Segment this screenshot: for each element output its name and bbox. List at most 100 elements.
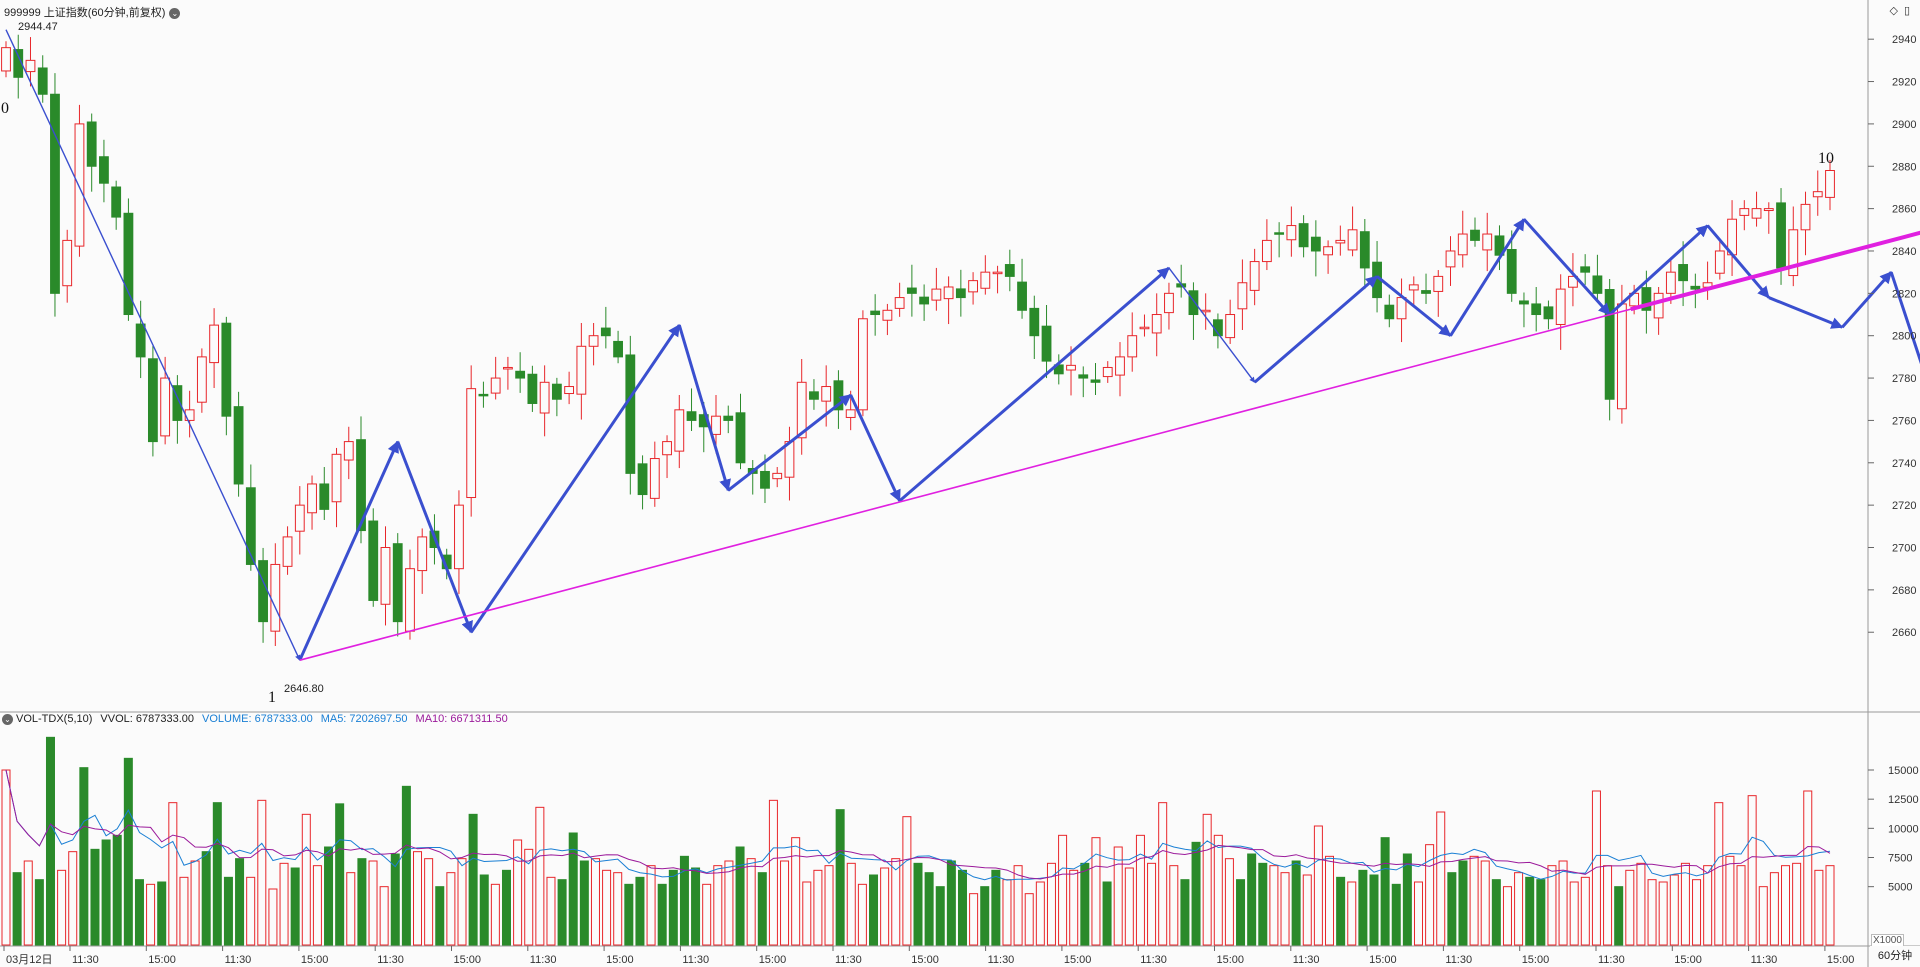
volume-bar-down — [1402, 853, 1412, 946]
panel-icon[interactable]: ▯ — [1903, 5, 1910, 17]
wave-arrow — [727, 393, 852, 492]
candle-up — [454, 504, 464, 570]
candle-down — [1470, 229, 1480, 241]
volume-header: ⌄ VOL-TDX(5,10) VVOL: 6787333.00 VOLUME: 67… — [2, 713, 516, 725]
time-tick-label: 15:00 — [454, 954, 482, 966]
volume-bar-down — [1291, 860, 1301, 946]
candles-layer — [1, 34, 1835, 646]
volume-bar-up — [1091, 837, 1101, 946]
candle-up — [931, 288, 942, 301]
volume-bar-up — [713, 865, 723, 946]
volume-bar-up — [1313, 825, 1323, 946]
time-tick-label: 11:30 — [1751, 954, 1778, 966]
volume-bar-down — [223, 876, 233, 946]
chevron-down-icon[interactable]: ⌄ — [2, 713, 13, 725]
volume-bar-up — [1013, 865, 1023, 946]
volume-bar-down — [90, 848, 100, 946]
volume-bar-down — [980, 886, 990, 946]
price-tick-label: 2880 — [1892, 161, 1916, 173]
candle-down — [906, 287, 917, 294]
volume-bar-down — [34, 879, 44, 946]
volume-bar-up — [1747, 795, 1757, 946]
time-tick-label: 11:30 — [377, 954, 404, 966]
diamond-icon[interactable]: ◇ — [1889, 5, 1898, 17]
candle-up — [184, 409, 195, 421]
candle-down — [1029, 307, 1040, 337]
volume-bar-up — [1603, 865, 1613, 946]
candle-down — [625, 354, 636, 474]
volume-bar-down — [1247, 853, 1257, 946]
volume-bar-down — [101, 839, 111, 946]
candle-down — [1188, 290, 1199, 316]
wave-arrow — [396, 441, 473, 634]
volume-bar-up — [1714, 802, 1724, 946]
volume-bar-up — [1636, 862, 1646, 946]
volume-tick-label: 15000 — [1888, 765, 1919, 777]
price-tick-label: 2760 — [1892, 415, 1916, 427]
volume-bar-up — [969, 893, 979, 946]
candle-down — [1776, 202, 1786, 269]
price-tick-label: 2680 — [1892, 585, 1916, 597]
candle-up — [1751, 208, 1762, 219]
candle-up — [1568, 275, 1578, 288]
price-tick-label: 2780 — [1892, 373, 1916, 385]
candle-down — [1384, 304, 1395, 320]
candle-up — [845, 409, 856, 418]
candle-up — [980, 271, 991, 289]
volume-bar-up — [1436, 811, 1446, 946]
ma5-value: MA5: 7202697.50 — [320, 713, 408, 725]
volume-bar-down — [157, 881, 167, 946]
volume-bar-up — [168, 802, 178, 946]
candle-up — [1714, 250, 1725, 274]
volume-bar-down — [1458, 860, 1468, 946]
volume-bar-up — [1224, 858, 1234, 946]
volume-layer — [1, 736, 1835, 946]
candle-up — [1445, 250, 1456, 268]
volume-bar-up — [1269, 865, 1279, 946]
candle-down — [1641, 287, 1652, 311]
volume-bar-down — [1447, 872, 1457, 946]
volume-tick-label: 5000 — [1888, 882, 1912, 894]
volume-bar-up — [424, 858, 434, 946]
volume-bar-up — [1591, 790, 1601, 946]
candle-up — [821, 386, 832, 402]
volume-bar-down — [212, 802, 222, 946]
volume-bar-down — [201, 851, 211, 946]
candle-down — [919, 296, 930, 305]
candle-up — [1800, 203, 1811, 231]
volume-bar-down — [1380, 837, 1390, 946]
candle-up — [858, 318, 868, 411]
volume-bar-up — [146, 883, 156, 946]
volume-bar-up — [1736, 865, 1746, 946]
ma10-line — [5, 769, 1831, 880]
period-label[interactable]: 60分钟 — [1870, 946, 1920, 966]
candle-up — [1396, 297, 1407, 320]
volume-bar-up — [1124, 867, 1134, 946]
candle-down — [123, 212, 134, 316]
volume-bar-down — [635, 876, 645, 946]
volume-bar-up — [891, 858, 901, 946]
volume-bar-down — [1614, 886, 1624, 946]
candle-up — [674, 409, 685, 452]
wave-layer — [5, 29, 1920, 661]
volume-bar-down — [624, 883, 634, 946]
volume-bar-down — [579, 860, 589, 946]
candle-up — [209, 324, 220, 364]
candle-up — [25, 59, 36, 73]
price-tick-label: 2700 — [1892, 543, 1916, 555]
volume-bar-up — [312, 865, 322, 946]
volume-bar-up — [1781, 865, 1791, 946]
volume-bar-down — [112, 834, 122, 946]
volume-bar-up — [1158, 802, 1168, 946]
time-tick-label: 15:00 — [1522, 954, 1550, 966]
candle-up — [270, 563, 281, 632]
wave-arrow — [1889, 271, 1920, 365]
chevron-down-icon[interactable]: ⌄ — [169, 7, 181, 19]
candle-up — [576, 345, 587, 395]
volume-bar-down — [390, 853, 400, 946]
candle-up — [1249, 261, 1260, 291]
wave-arrow — [1168, 267, 1256, 383]
volume-indicator-name: VOL-TDX(5,10) — [16, 713, 93, 725]
candle-down — [1580, 266, 1591, 273]
